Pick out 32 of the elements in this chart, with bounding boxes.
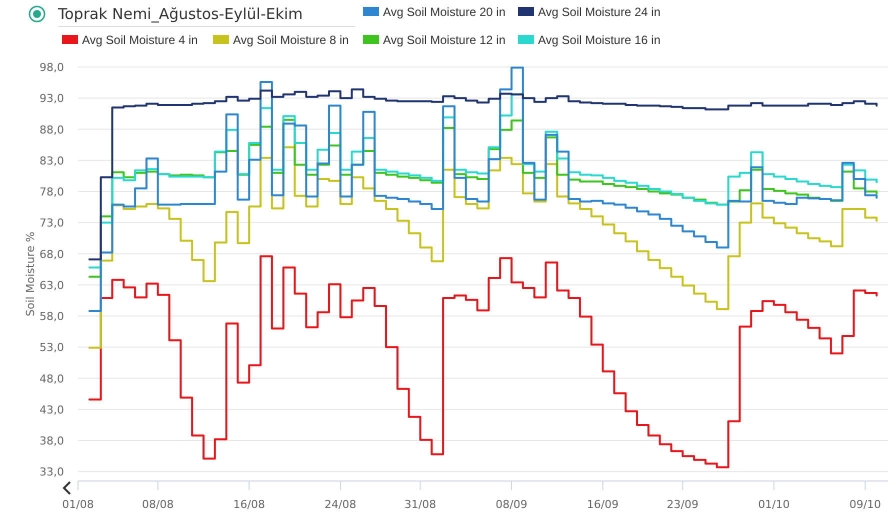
y-tick-label: 43,0 [40,403,64,416]
x-tick-label: 31/08 [404,498,436,511]
legend-label: Avg Soil Moisture 20 in [383,5,506,19]
y-tick-label: 48,0 [40,372,64,386]
y-tick-label: 38,0 [40,434,64,448]
y-axis-title: Soil Moisture % [24,232,37,316]
x-tick-label: 08/08 [142,498,174,511]
x-tick-label: 09/10 [849,498,882,511]
y-tick-label: 58,0 [40,310,64,324]
x-tick-label: 16/09 [586,498,619,511]
x-tick-label: 01/08 [62,498,94,511]
x-tick-label: 08/09 [496,498,528,511]
legend-label: Avg Soil Moisture 8 in [233,33,349,47]
legend-label: Avg Soil Moisture 24 in [538,5,661,19]
y-tick-label: 73,0 [40,216,64,230]
y-tick-label: 53,0 [40,341,64,354]
x-tick-label: 16/08 [233,498,265,511]
y-tick-label: 63,0 [40,278,64,292]
chart-title: Toprak Nemi_Ağustos-Eylül-Ekim [57,5,303,23]
y-tick-label: 33,0 [40,466,64,479]
y-tick-label: 83,0 [40,154,64,168]
x-tick-label: 01/10 [758,498,790,511]
y-tick-label: 93,0 [40,92,64,106]
legend-label: Avg Soil Moisture 4 in [82,33,198,47]
y-tick-label: 98,0 [40,61,64,74]
y-tick-label: 68,0 [40,248,64,261]
y-tick-label: 78,0 [40,186,64,199]
legend-label: Avg Soil Moisture 16 in [538,33,661,47]
legend-label: Avg Soil Moisture 12 in [383,33,506,47]
y-tick-label: 88,0 [40,123,64,136]
x-tick-label: 24/08 [324,498,356,511]
x-tick-label: 23/09 [666,498,698,511]
